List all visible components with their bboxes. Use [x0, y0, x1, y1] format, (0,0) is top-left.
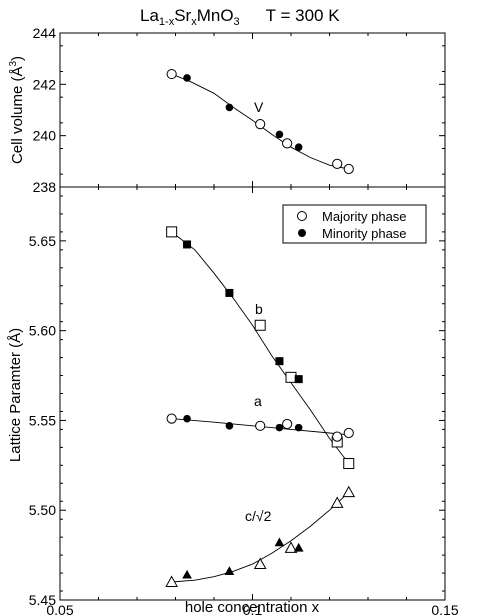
bottom-a-minority-point: [275, 423, 284, 432]
bottom-c-minority-point: [293, 542, 304, 552]
bottom-b-fit-line: [171, 231, 350, 464]
top-v-minority-point: [183, 74, 191, 82]
bottom-ytick-label: 5.60: [29, 323, 56, 339]
bottom-ytick-label: 5.50: [29, 502, 56, 518]
bottom-b-minority-point: [225, 288, 234, 297]
bottom-b-majority-point: [166, 226, 178, 238]
bottom-a-majority-point: [166, 413, 177, 424]
compound-sub-3: 3: [234, 16, 240, 28]
legend-box: [282, 204, 427, 244]
bottom-b-majority-point: [285, 371, 297, 383]
top-ytick-label: 238: [33, 179, 57, 195]
bottom-ytick-label: 5.45: [29, 592, 56, 608]
bottom-b-minority-point: [275, 357, 284, 366]
top-v-minority-point: [294, 143, 303, 152]
bottom-a-minority-point: [294, 423, 303, 432]
bottom-y-axis-label: Lattice Paramter (Å): [7, 328, 24, 462]
top-v-majority-point: [282, 138, 293, 149]
ticks-layer: [59, 32, 446, 601]
bottom-b-minority-point: [294, 375, 303, 384]
top-y-axis-label: Cell volume (Å3): [8, 56, 26, 164]
legend-majority-marker: [297, 211, 307, 221]
bottom-xtick-label: 0.1: [243, 602, 263, 616]
bottom-c-majority-point: [253, 557, 267, 569]
compound-sub-x: x: [191, 16, 197, 28]
bottom-a-minority-point: [225, 422, 234, 430]
bottom-c-majority-point: [284, 541, 298, 553]
bottom-a-majority-point: [343, 427, 354, 439]
top-panel-frame: [59, 32, 446, 188]
bottom-c-minority-point: [274, 537, 285, 547]
compound-sr: Sr: [174, 6, 191, 25]
top-ytick-label: 242: [33, 76, 57, 92]
legend-minority-marker: [298, 229, 306, 237]
bottom-a-minority-point: [183, 414, 191, 423]
bottom-a-majority-point: [282, 418, 293, 430]
legend-majority-label: Majority phase: [322, 209, 407, 224]
bottom-c-minority-point: [182, 569, 192, 579]
title-temperature: T = 300 K: [266, 6, 341, 25]
bottom-c-minority-point: [224, 566, 235, 575]
legend: Majority phase Minority phase: [282, 204, 427, 244]
bottom-c-majority-point: [342, 485, 356, 498]
markers-layer: [165, 68, 356, 587]
bottom-xtick-label: 0.15: [431, 602, 458, 616]
top-ytick-label: 244: [33, 25, 57, 41]
top-v-majority-point: [343, 163, 354, 175]
bottom-b-majority-point: [343, 458, 355, 470]
top-v-majority-point: [332, 158, 343, 169]
bottom-b-minority-point: [183, 240, 192, 249]
legend-minority-label: Minority phase: [322, 226, 407, 241]
bottom-ytick-label: 5.55: [29, 412, 56, 428]
bottom-c-fit-line: [171, 491, 350, 583]
bottom-c-majority-point: [165, 575, 178, 587]
series-label-v: V: [254, 99, 264, 115]
compound-mno: MnO: [197, 6, 234, 25]
series-label-a: a: [254, 393, 262, 409]
bottom-a-majority-point: [255, 420, 266, 431]
bottom-panel-frame: [59, 186, 446, 601]
x-axis-label: hole concentration x: [185, 599, 320, 616]
top-v-minority-point: [275, 130, 284, 139]
top-v-majority-point: [166, 68, 177, 80]
bottom-c-majority-point: [330, 496, 344, 508]
bottom-a-majority-point: [332, 431, 343, 442]
bottom-xtick-label: 0.05: [46, 602, 73, 616]
bottom-ytick-label: 5.65: [29, 233, 56, 249]
chart-title: La1-xSrxMnO3 T = 300 K: [140, 6, 340, 28]
compound-sub-1mx: 1-x: [159, 16, 175, 28]
top-ytick-label: 240: [33, 128, 57, 144]
top-v-majority-point: [255, 119, 266, 130]
compound-la: La: [140, 6, 159, 25]
tick-labels-layer: 238 240 242 244 5.45 5.50 5.55 5.60 5.65 0.05 0.1 0…: [29, 25, 459, 616]
series-label-b: b: [255, 301, 263, 317]
series-label-c-over-root2: c/√2: [245, 508, 272, 524]
top-v-minority-point: [225, 103, 234, 112]
bottom-a-fit-line: [171, 418, 349, 436]
bottom-b-majority-point: [254, 319, 266, 331]
